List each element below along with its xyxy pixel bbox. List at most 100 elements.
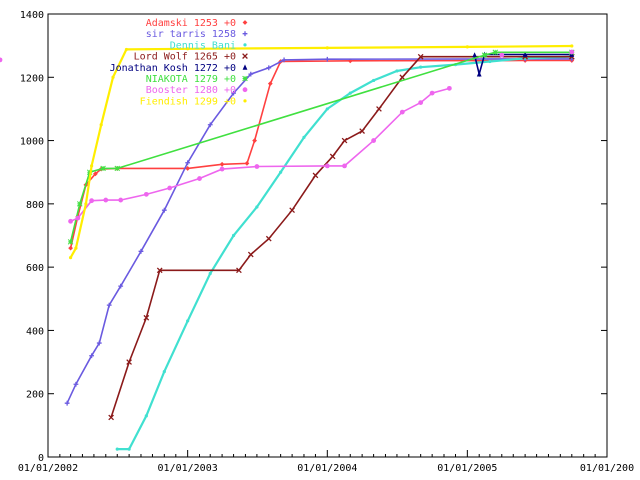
- data-point: [446, 85, 452, 91]
- data-point: [68, 256, 73, 260]
- x-tick-label: 01/01/2004: [297, 463, 357, 474]
- data-point: [75, 215, 81, 221]
- legend-label: Booster 1280 +0: [146, 85, 236, 96]
- data-point: [429, 90, 435, 96]
- data-point: [472, 52, 478, 58]
- data-point: [324, 56, 330, 62]
- data-point: [138, 248, 144, 254]
- data-point: [499, 52, 505, 58]
- data-point: [372, 78, 376, 83]
- legend-marker: [242, 53, 248, 59]
- data-point: [68, 245, 73, 251]
- legend-marker: [242, 87, 248, 93]
- data-point: [231, 90, 236, 96]
- data-point: [254, 164, 260, 169]
- legend-label: sir tarris 1258: [146, 29, 236, 40]
- data-point: [289, 207, 295, 214]
- y-tick-label: 600: [26, 263, 44, 274]
- x-tick-label: 01/01/2003: [158, 463, 218, 474]
- data-point: [74, 246, 78, 250]
- data-point: [348, 91, 352, 95]
- data-point: [127, 447, 131, 451]
- legend-marker: [243, 99, 247, 103]
- data-point: [108, 414, 114, 421]
- x-tick-label: 01/01/2005: [437, 463, 497, 474]
- series-6: [0, 49, 575, 224]
- data-point: [186, 47, 190, 51]
- data-point: [162, 369, 166, 374]
- legend-label: Dennis Bani: [170, 40, 236, 51]
- series-layer: [0, 44, 575, 451]
- data-point: [569, 49, 575, 55]
- data-point: [118, 197, 124, 203]
- data-point: [99, 123, 103, 127]
- data-point: [115, 447, 119, 451]
- data-point: [186, 319, 190, 323]
- data-point: [417, 53, 424, 60]
- data-point: [266, 65, 272, 71]
- data-point: [144, 414, 148, 418]
- data-point: [395, 69, 399, 73]
- legend-marker: [242, 20, 248, 25]
- data-point: [208, 271, 212, 276]
- data-point: [244, 160, 250, 166]
- data-point: [143, 314, 150, 321]
- data-point: [252, 138, 258, 143]
- data-point: [73, 381, 79, 387]
- data-point: [96, 340, 102, 346]
- series-3: [108, 53, 575, 421]
- data-point: [84, 202, 88, 206]
- data-point: [399, 74, 406, 81]
- y-tick-label: 1000: [20, 137, 44, 148]
- data-point: [476, 71, 482, 77]
- x-tick-label: 01/01/200: [580, 463, 634, 474]
- data-point: [0, 57, 3, 63]
- data-point: [93, 171, 98, 177]
- data-point: [89, 353, 95, 359]
- legend-marker: [242, 64, 248, 70]
- data-point: [161, 207, 167, 213]
- data-point: [342, 163, 347, 169]
- legend-marker: [242, 75, 248, 82]
- data-point: [465, 45, 469, 49]
- x-tick-label: 01/01/2002: [18, 463, 78, 474]
- y-tick-label: 1200: [20, 73, 44, 84]
- data-point: [111, 75, 115, 79]
- legend-label: Fiendish 1299 +0: [140, 96, 236, 107]
- data-point: [219, 166, 225, 172]
- data-point: [570, 44, 574, 48]
- data-point: [325, 46, 329, 50]
- data-point: [267, 81, 273, 87]
- data-point: [106, 302, 112, 308]
- data-point: [265, 235, 272, 242]
- data-point: [279, 170, 283, 174]
- data-point: [126, 359, 132, 365]
- data-point: [492, 49, 499, 56]
- axes-layer: 0 200 400 600 800 1000 1200 1400 01/01/2002 01/01…: [18, 10, 634, 474]
- data-point: [418, 100, 424, 105]
- data-point: [207, 122, 213, 128]
- data-point: [231, 233, 236, 238]
- data-point: [255, 205, 259, 209]
- y-tick-label: 1400: [20, 10, 44, 21]
- data-point: [64, 400, 70, 406]
- data-point: [124, 47, 129, 52]
- data-point: [68, 218, 73, 224]
- data-point: [197, 176, 202, 181]
- data-point: [89, 198, 95, 204]
- legend-label: Lord Wolf 1265 +0: [134, 52, 236, 63]
- data-point: [118, 283, 124, 289]
- legend-marker: [242, 31, 248, 37]
- legend-label: Adamski 1253 +0: [146, 18, 236, 29]
- data-point: [167, 185, 173, 191]
- data-point: [185, 160, 191, 166]
- data-point: [399, 109, 405, 115]
- data-point: [481, 52, 488, 58]
- data-point: [236, 267, 242, 274]
- y-tick-label: 200: [26, 390, 44, 401]
- y-tick-label: 400: [26, 326, 44, 337]
- data-point: [103, 197, 109, 203]
